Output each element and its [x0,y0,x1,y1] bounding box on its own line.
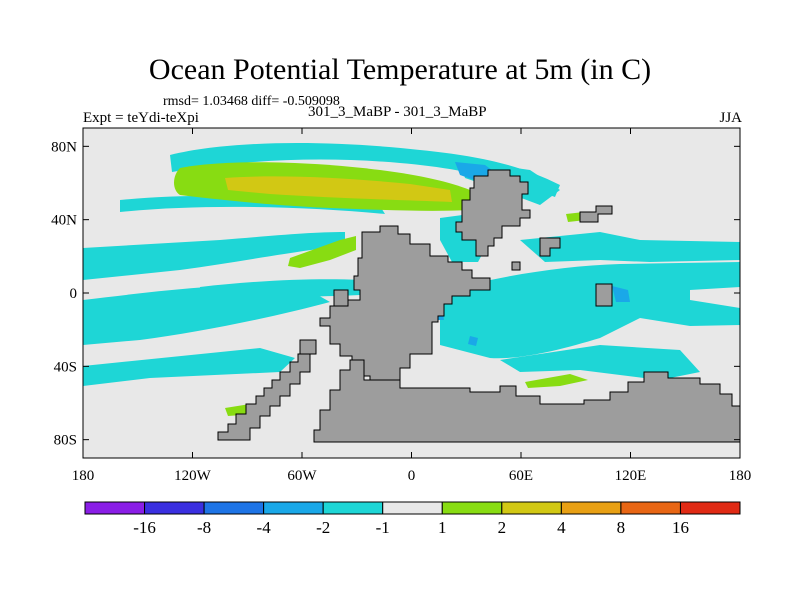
lat-tick-label: 40S [54,359,77,375]
colorbar-swatch [144,501,205,515]
lat-tick-label: 0 [70,286,78,302]
longitude-axis: 180 120W 60W 0 60E 120E 180 [72,128,752,484]
colorbar: -16 -8 -4 -2 -1 1 2 4 8 16 [84,501,741,537]
colorbar-label: -8 [197,518,211,537]
north-pacific-yellow [225,176,452,202]
west-antarctic-spine [299,339,317,355]
japan-landmass [579,205,613,223]
land-mask [217,169,741,443]
colorbar-swatch [382,501,443,515]
north-pacific-cyan-band [170,143,560,197]
lon-tick-label: 60E [509,468,533,484]
latitude-axis: 80N 40N 0 40S 80S [51,139,740,449]
indian-ocean-cyan [440,262,740,359]
antarctica-landmass [313,359,741,443]
colorbar-label: 8 [617,518,626,537]
colorbar-label: 2 [498,518,507,537]
south-pacific-cyan [83,348,295,386]
colorbar-label: -1 [376,518,390,537]
lon-tick-label: 180 [729,468,752,484]
experiment-names: 301_3_MaBP - 301_3_MaBP [308,104,487,120]
lon-tick-label: 180 [72,468,95,484]
equatorial-pacific-cyan [83,284,330,345]
colorbar-swatch [441,501,503,515]
lon-tick-label: 0 [408,468,416,484]
colorbar-label: -16 [133,518,156,537]
asia-east-landmass [539,237,561,257]
colorbar-swatch [620,501,681,515]
rmsd-diff-stats: rmsd= 1.03468 diff= -0.509098 [163,94,340,109]
lon-tick-label: 120W [174,468,212,484]
colorbar-label: -2 [316,518,330,537]
colorbar-swatch [263,501,324,515]
arabian-lightblue [468,336,478,346]
colorbar-label: 16 [672,518,689,537]
east-pacific-green [288,236,356,268]
experiment-label: Expt = teYdi-teXpi [83,110,199,126]
indian-lightblue [612,286,630,302]
lat-tick-label: 80S [54,433,77,449]
colorbar-swatch [84,501,146,515]
season-label: JJA [719,110,742,126]
lon-tick-label: 60W [287,468,317,484]
colorbar-swatch [560,501,622,515]
colorbar-swatch [203,501,265,515]
peninsula-landmass [511,261,521,271]
colorbar-label: 1 [438,518,447,537]
south-indian-cyan [500,345,700,380]
lat-tick-label: 80N [51,139,77,155]
lon-tick-label: 120E [615,468,647,484]
colorbar-swatch [679,501,741,515]
colorbar-swatch [322,501,384,515]
equatorial-pacific-cyan-2 [200,279,360,297]
colorbar-swatch [501,501,562,515]
eurasia-landmass [455,169,531,257]
colorbar-label: -4 [257,518,272,537]
australia-landmass [595,283,613,307]
east-pacific-north-cyan [83,232,345,280]
west-pacific-cyan [520,232,740,262]
colorbar-label: 4 [557,518,566,537]
south-indian-green [525,374,588,388]
caribbean-isthmus [333,289,349,307]
plot-title: Ocean Potential Temperature at 5m (in C) [148,53,652,86]
lat-tick-label: 40N [51,213,77,229]
antarctic-peninsula-landmass [217,353,311,441]
